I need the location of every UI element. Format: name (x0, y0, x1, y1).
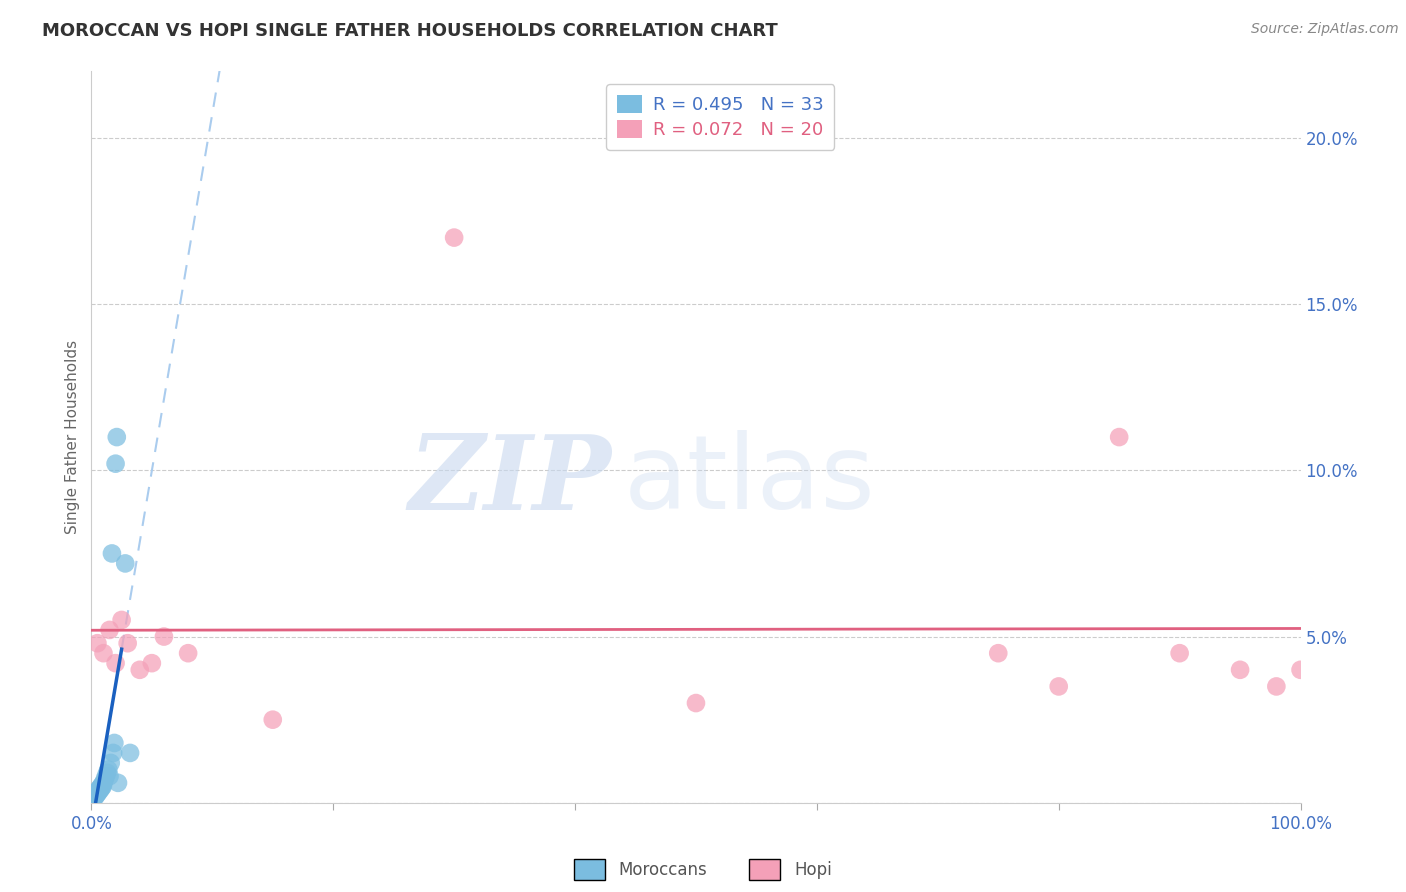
Point (1168, 646, 1191, 660)
Legend: R = 0.495   N = 33, R = 0.072   N = 20: R = 0.495 N = 33, R = 0.072 N = 20 (606, 84, 834, 150)
Point (83, 790, 105, 805)
Point (262, 713, 284, 727)
Point (101, 746, 124, 760)
Text: MOROCCAN VS HOPI SINGLE FATHER HOUSEHOLDS CORRELATION CHART: MOROCCAN VS HOPI SINGLE FATHER HOUSEHOLD… (42, 22, 778, 40)
Point (87, 786, 110, 800)
Point (177, 646, 200, 660)
Point (1289, 663, 1312, 677)
Point (153, 630, 176, 644)
Point (89, 784, 111, 798)
Point (84, 788, 107, 802)
Text: ZIP: ZIP (408, 430, 612, 532)
Point (83, 789, 105, 804)
Point (100, 756, 122, 770)
Point (107, 776, 129, 790)
Point (82, 790, 104, 805)
Point (128, 663, 150, 677)
Point (104, 656, 127, 670)
Point (117, 636, 139, 650)
Point (101, 546, 124, 560)
Point (987, 646, 1010, 660)
Point (89, 782, 111, 797)
Point (96, 765, 118, 780)
Point (86, 636, 108, 650)
Point (1265, 680, 1288, 694)
Text: Moroccans: Moroccans (619, 861, 707, 879)
Point (93, 776, 115, 790)
Point (685, 696, 707, 710)
Point (104, 457, 127, 471)
Point (94, 769, 117, 783)
Point (1047, 680, 1070, 694)
Point (105, 430, 128, 444)
Text: Source: ZipAtlas.com: Source: ZipAtlas.com (1251, 22, 1399, 37)
Point (89, 780, 111, 795)
Point (84, 786, 107, 800)
Point (98, 623, 121, 637)
Point (84, 789, 107, 804)
Point (82, 792, 104, 806)
Point (97, 763, 120, 777)
Point (1229, 663, 1251, 677)
Point (111, 613, 132, 627)
Point (98, 769, 121, 783)
Point (93, 646, 115, 660)
Point (114, 557, 136, 571)
Point (90, 780, 112, 795)
Point (141, 656, 163, 670)
Point (86, 788, 108, 802)
Point (91, 778, 114, 792)
Y-axis label: Single Father Households: Single Father Households (65, 340, 80, 534)
Point (103, 736, 125, 750)
Point (93, 772, 115, 787)
Point (120, 746, 142, 760)
Point (90, 779, 112, 793)
Point (91, 779, 114, 793)
Point (1108, 430, 1130, 444)
Point (87, 782, 110, 797)
Point (86, 784, 108, 798)
Text: Hopi: Hopi (794, 861, 832, 879)
Point (443, 230, 465, 244)
Text: atlas: atlas (623, 431, 875, 532)
